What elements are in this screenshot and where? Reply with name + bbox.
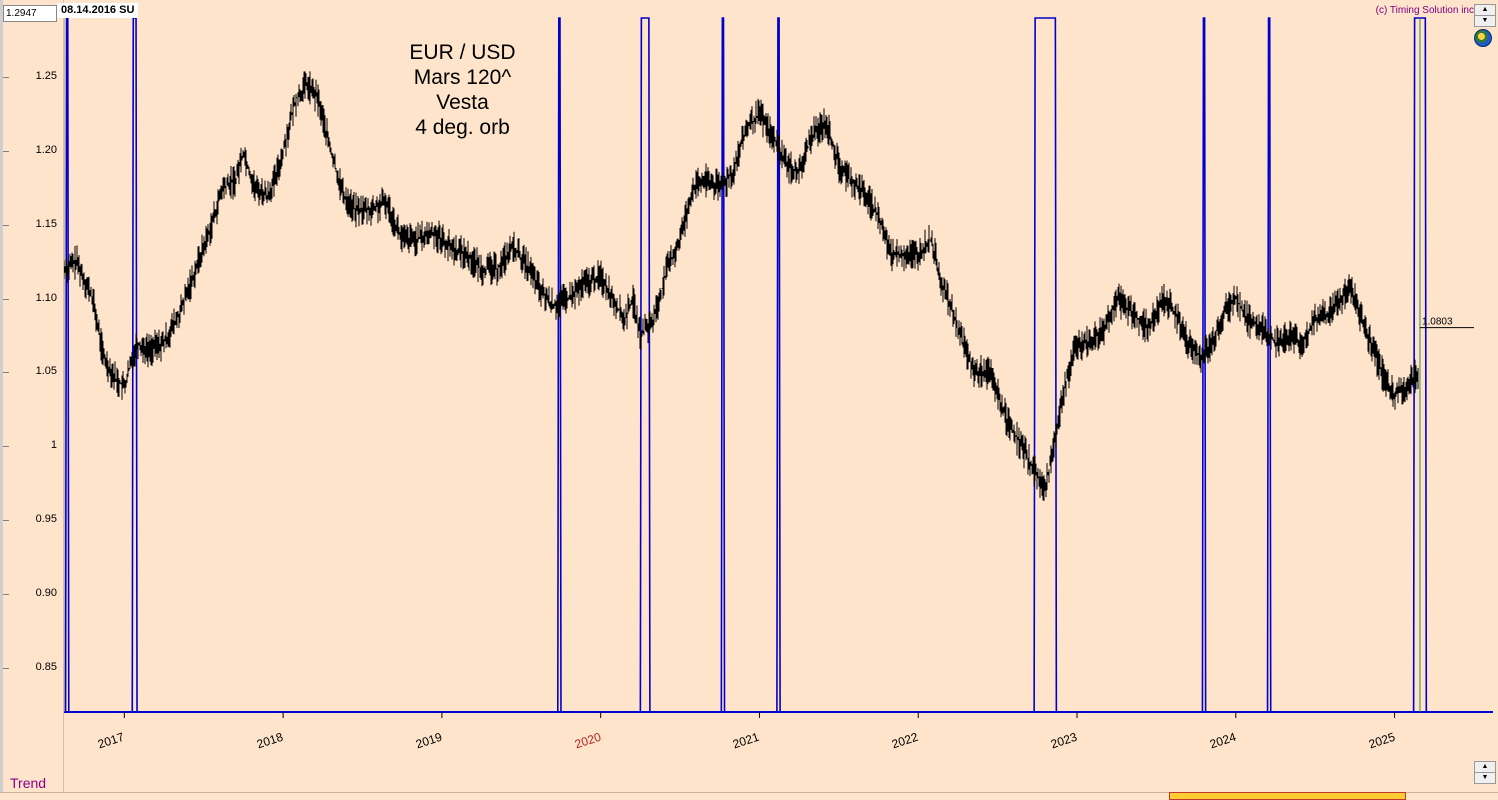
annotation-line: EUR / USD [409,41,516,64]
aspect-spike [776,17,781,713]
last-value-label: 1.0803 [1422,317,1453,328]
aspect-spike [720,17,726,713]
scroll-down-icon[interactable]: ▼ [1474,772,1496,784]
trend-panel-label[interactable]: Trend [10,775,47,791]
y-tick-label: 0.90 [35,586,57,599]
y-tick-mark [3,593,9,595]
y-tick-label: 1.15 [35,217,57,230]
aspect-spike [1201,17,1207,713]
scroll-down-icon[interactable]: ▼ [1474,15,1496,27]
y-tick-label: 1.05 [35,365,57,378]
y-tick-mark [3,224,9,226]
y-tick-label: 1 [50,439,57,452]
y-tick-label: 0.85 [35,660,57,673]
aspect-spike [1266,17,1272,713]
y-axis: 1.25 1.20 1.15 1.10 1.05 1 0.95 0.90 0.85 [3,0,64,799]
y-tick-mark [3,667,9,669]
y-tick-mark [3,372,9,374]
chart-annotation: EUR / USD Mars 120^ Vesta 4 deg. orb [380,40,545,140]
y-tick-mark [3,298,9,300]
y-tick-mark [3,77,9,79]
annotation-line: 4 deg. orb [415,116,510,139]
y-tick-label: 1.20 [35,143,57,156]
y-tick-label: 1.10 [35,291,57,304]
horizontal-scrollbar[interactable] [0,792,1498,800]
y-tick-label: 1.25 [35,70,57,83]
annotation-line: Mars 120^ [413,66,512,89]
y-tick-mark [3,446,9,448]
y-tick-mark [3,150,9,152]
y-tick-label: 0.95 [35,513,57,526]
annotation-line: Vesta [436,91,489,114]
price-series-line [63,71,1419,501]
y-tick-mark [3,520,9,522]
aspect-spike [639,17,651,713]
aspect-spike [556,17,562,713]
globe-icon[interactable] [1474,29,1492,47]
aspect-spike [64,17,70,713]
left-edge [0,0,3,799]
price-readout: 1.2947 [3,5,57,22]
aspect-spike [1033,17,1058,713]
date-readout: 08.14.2016 SU [57,3,139,18]
copyright-text: (c) Timing Solution inc [1375,5,1474,16]
